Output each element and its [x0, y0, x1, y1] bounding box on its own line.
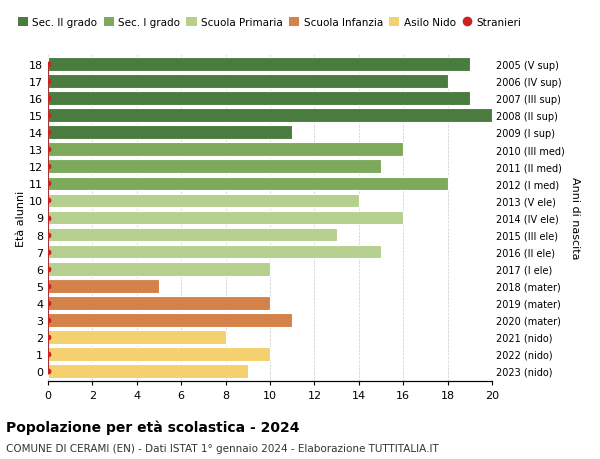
Bar [48, 245, 381, 259]
Bar [48, 75, 448, 89]
Bar [48, 262, 270, 276]
Point [43, 350, 53, 358]
Point [43, 78, 53, 86]
Point [43, 282, 53, 290]
Legend: Sec. II grado, Sec. I grado, Scuola Primaria, Scuola Infanzia, Asilo Nido, Stran: Sec. II grado, Sec. I grado, Scuola Prim… [17, 18, 521, 28]
Bar [48, 160, 381, 174]
Bar [48, 126, 292, 140]
Point [43, 333, 53, 341]
Bar [48, 177, 448, 191]
Point [43, 146, 53, 154]
Point [43, 231, 53, 239]
Bar [48, 58, 470, 72]
Point [43, 129, 53, 137]
Bar [48, 279, 159, 293]
Bar [48, 109, 492, 123]
Point [43, 197, 53, 205]
Bar [48, 228, 337, 242]
Point [43, 163, 53, 171]
Point [43, 265, 53, 273]
Bar [48, 211, 403, 225]
Point [43, 180, 53, 188]
Bar [48, 194, 359, 208]
Bar [48, 364, 248, 378]
Bar [48, 92, 470, 106]
Y-axis label: Età alunni: Età alunni [16, 190, 26, 246]
Point [43, 62, 53, 69]
Bar [48, 347, 270, 361]
Bar [48, 330, 226, 344]
Bar [48, 296, 270, 310]
Y-axis label: Anni di nascita: Anni di nascita [571, 177, 580, 259]
Text: COMUNE DI CERAMI (EN) - Dati ISTAT 1° gennaio 2024 - Elaborazione TUTTITALIA.IT: COMUNE DI CERAMI (EN) - Dati ISTAT 1° ge… [6, 443, 439, 453]
Point [43, 248, 53, 256]
Point [43, 367, 53, 375]
Point [43, 214, 53, 222]
Point [43, 299, 53, 307]
Point [43, 112, 53, 120]
Point [43, 316, 53, 324]
Text: Popolazione per età scolastica - 2024: Popolazione per età scolastica - 2024 [6, 420, 299, 435]
Point [43, 95, 53, 103]
Bar [48, 143, 403, 157]
Bar [48, 313, 292, 327]
